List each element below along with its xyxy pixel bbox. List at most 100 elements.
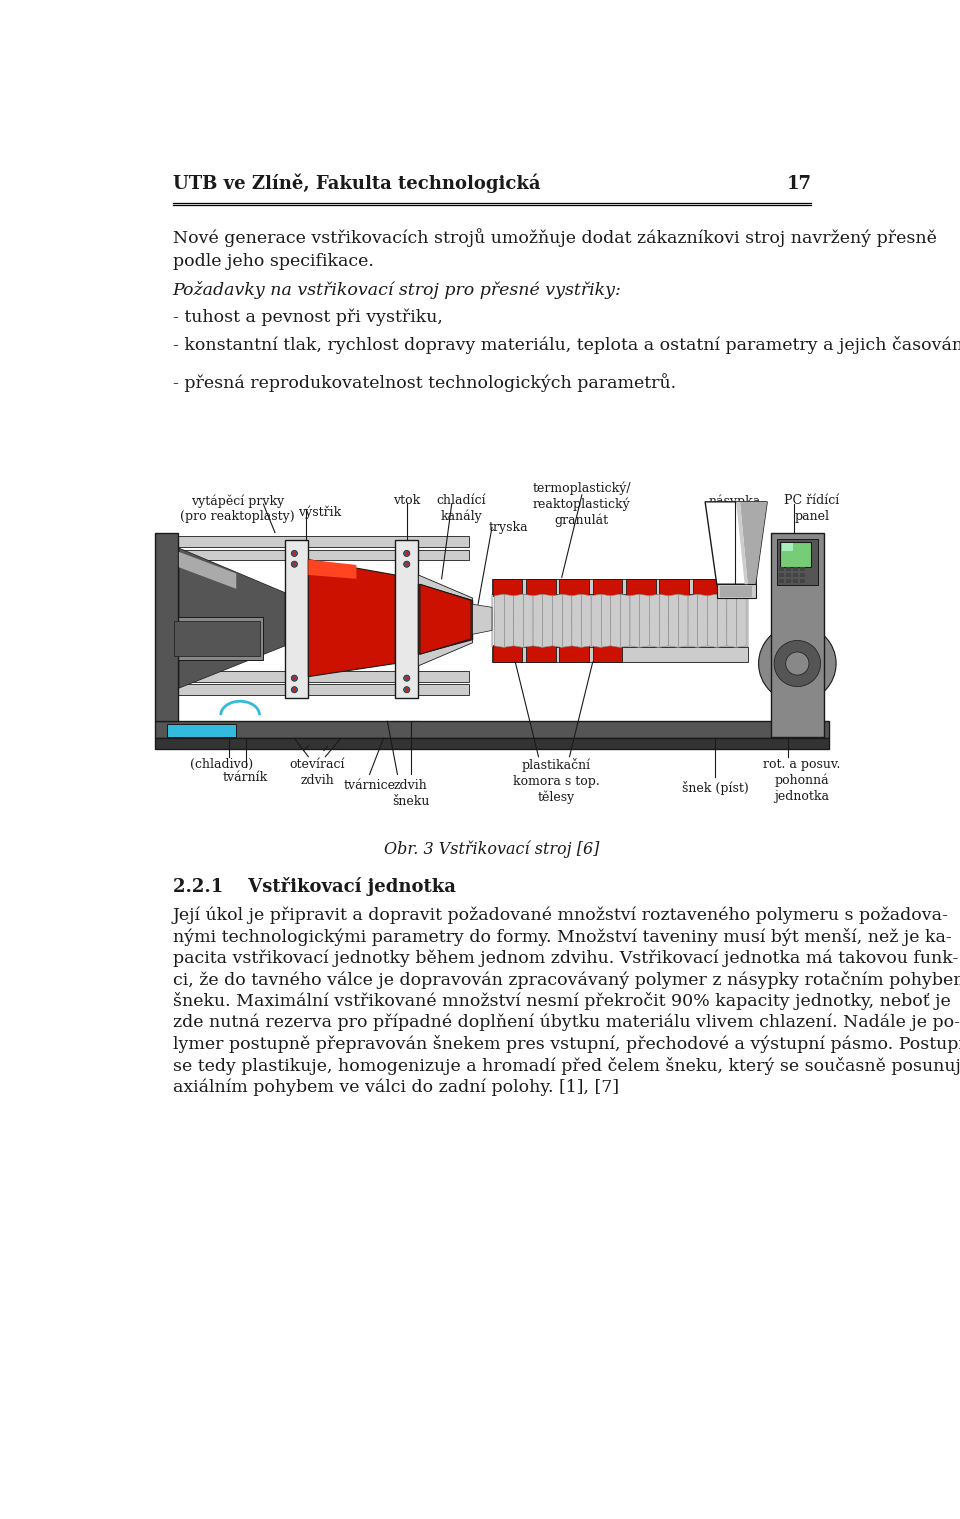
Polygon shape <box>727 594 746 647</box>
Polygon shape <box>591 594 611 647</box>
Circle shape <box>403 687 410 693</box>
Text: tvárník: tvárník <box>223 772 268 784</box>
Text: 17: 17 <box>786 175 811 193</box>
Text: - tuhost a pevnost při vystřiku,: - tuhost a pevnost při vystřiku, <box>173 308 443 327</box>
Bar <box>492 594 748 647</box>
Circle shape <box>405 676 409 681</box>
Text: zdvih
šneku: zdvih šneku <box>392 779 429 808</box>
Text: termoplastický/
reaktoplastický
granulát: termoplastický/ reaktoplastický granulát <box>533 482 632 527</box>
Polygon shape <box>669 594 688 647</box>
Polygon shape <box>179 548 285 688</box>
Polygon shape <box>179 551 236 589</box>
Bar <box>781 544 793 551</box>
Bar <box>166 723 236 737</box>
Text: 2.2.1    Vstřikovací jednotka: 2.2.1 Vstřikovací jednotka <box>173 876 456 896</box>
Text: otevírací
zdvih: otevírací zdvih <box>290 758 346 787</box>
Bar <box>720 586 753 597</box>
Bar <box>179 550 468 561</box>
Circle shape <box>291 674 298 681</box>
Circle shape <box>291 550 298 556</box>
Text: (chladivo): (chladivo) <box>190 758 252 772</box>
Text: rot. a posuv.
pohonná
jednotka: rot. a posuv. pohonná jednotka <box>763 758 841 804</box>
Bar <box>175 621 259 656</box>
Polygon shape <box>419 576 472 665</box>
Bar <box>693 579 722 595</box>
Circle shape <box>758 624 836 702</box>
Text: nými technologickými parametry do formy. Množství taveniny musí být menší, než j: nými technologickými parametry do formy.… <box>173 928 951 946</box>
Bar <box>717 585 756 598</box>
Bar <box>155 722 829 738</box>
Circle shape <box>293 551 297 556</box>
Bar <box>800 579 805 583</box>
Bar <box>800 567 805 571</box>
Circle shape <box>293 688 297 691</box>
Text: podle jeho specifikace.: podle jeho specifikace. <box>173 254 373 270</box>
Bar <box>660 579 689 595</box>
Bar <box>779 579 784 583</box>
Circle shape <box>403 561 410 567</box>
Polygon shape <box>649 594 669 647</box>
Bar <box>780 542 811 567</box>
Polygon shape <box>611 594 630 647</box>
Bar <box>800 573 805 577</box>
Bar <box>155 533 179 722</box>
Circle shape <box>403 550 410 556</box>
Polygon shape <box>308 559 396 676</box>
Text: tvárnice: tvárnice <box>344 779 396 791</box>
Circle shape <box>291 561 298 567</box>
Text: vtok: vtok <box>394 494 420 507</box>
Circle shape <box>405 562 409 567</box>
Circle shape <box>785 652 809 674</box>
Bar <box>626 579 656 595</box>
Text: šnek (píst): šnek (píst) <box>682 781 749 796</box>
Polygon shape <box>420 585 471 655</box>
Bar <box>793 573 798 577</box>
Text: se tedy plastikuje, homogenizuje a hromadí před čelem šneku, který se současně p: se tedy plastikuje, homogenizuje a hroma… <box>173 1057 960 1075</box>
Polygon shape <box>708 594 727 647</box>
Bar <box>793 567 798 571</box>
Bar <box>285 541 308 699</box>
Polygon shape <box>514 594 533 647</box>
Text: výstřik: výstřik <box>299 506 342 519</box>
Bar <box>785 567 791 571</box>
Bar <box>155 738 829 749</box>
Text: Nové generace vstřikovacích strojů umožňuje dodat zákazníkovi stroj navržený pře: Nové generace vstřikovacích strojů umožň… <box>173 228 937 248</box>
Polygon shape <box>472 605 492 635</box>
Bar <box>526 646 556 662</box>
Text: násypka: násypka <box>708 494 760 507</box>
Text: UTB ve Zlíně, Fakulta technologická: UTB ve Zlíně, Fakulta technologická <box>173 173 540 193</box>
Bar <box>785 573 791 577</box>
Polygon shape <box>572 594 591 647</box>
Bar <box>771 533 824 737</box>
Bar <box>560 646 588 662</box>
Circle shape <box>293 676 297 681</box>
Polygon shape <box>740 501 767 585</box>
Bar <box>170 617 263 659</box>
Bar <box>179 685 468 696</box>
Bar <box>779 573 784 577</box>
Text: tryska: tryska <box>488 521 528 535</box>
Bar <box>492 579 748 594</box>
Text: ci, že do tavného válce je dopravován zpracovávaný polymer z násypky rotačním po: ci, že do tavného válce je dopravován zp… <box>173 971 960 989</box>
Text: Požadavky na vstřikovací stroj pro přesné vystřiky:: Požadavky na vstřikovací stroj pro přesn… <box>173 281 621 299</box>
Text: axiálním pohybem ve válci do zadní polohy. [1], [7]: axiálním pohybem ve válci do zadní poloh… <box>173 1078 619 1097</box>
Bar <box>492 646 522 662</box>
Polygon shape <box>308 559 356 579</box>
Text: lymer postupně přepravován šnekem pres vstupní, přechodové a výstupní pásmo. Pos: lymer postupně přepravován šnekem pres v… <box>173 1036 960 1054</box>
Bar <box>726 579 756 595</box>
Bar <box>492 647 748 662</box>
Text: Její úkol je připravit a dopravit požadované množství roztaveného polymeru s pož: Její úkol je připravit a dopravit požado… <box>173 905 948 924</box>
Circle shape <box>774 641 821 687</box>
Text: - přesná reprodukovatelnost technologických parametrů.: - přesná reprodukovatelnost technologick… <box>173 374 676 392</box>
Polygon shape <box>552 594 572 647</box>
Bar <box>785 579 791 583</box>
Text: plastikační
komora s top.
tělesy: plastikační komora s top. tělesy <box>513 758 600 804</box>
Polygon shape <box>630 594 649 647</box>
Bar <box>793 579 798 583</box>
Bar <box>492 579 522 595</box>
Polygon shape <box>706 501 767 585</box>
Bar <box>592 579 622 595</box>
Bar <box>179 536 468 547</box>
Bar <box>592 646 622 662</box>
Bar <box>779 567 784 571</box>
